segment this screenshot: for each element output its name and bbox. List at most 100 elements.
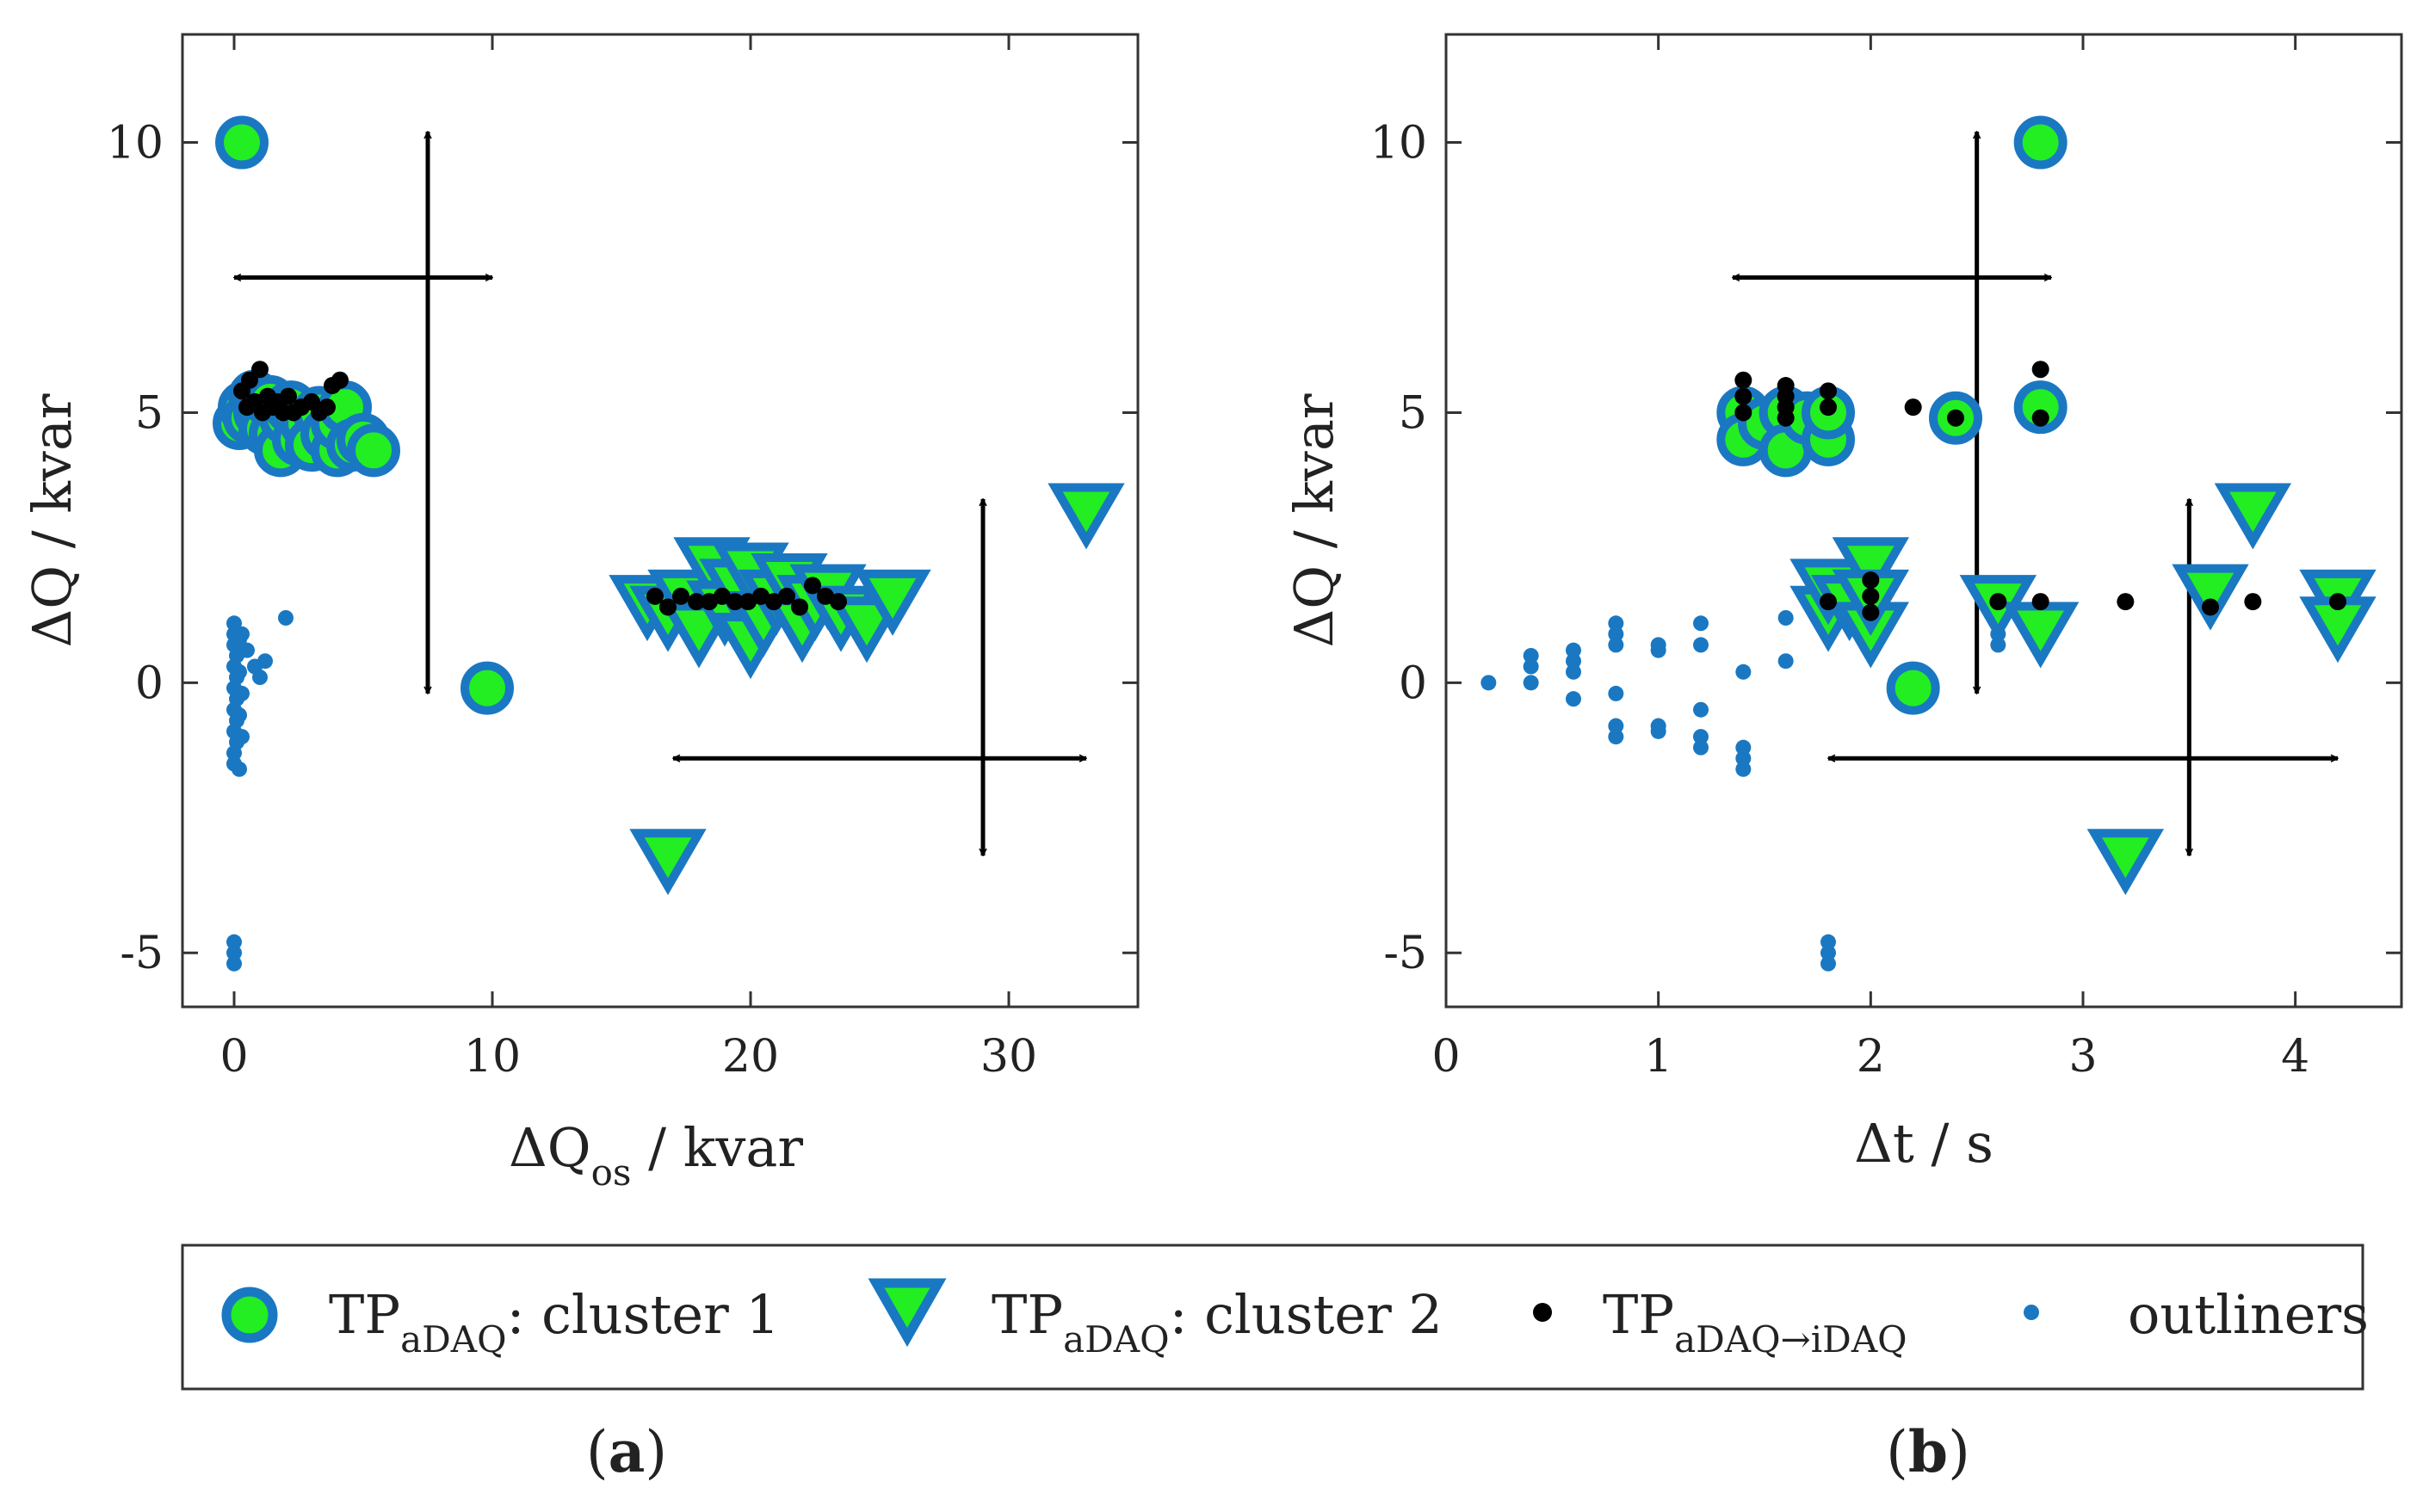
outliner-point bbox=[232, 761, 247, 777]
legend-transition-label: TPaDAQ→iDAQ bbox=[1603, 1283, 1907, 1361]
panel-a-arrows bbox=[234, 132, 1086, 855]
outliner-point bbox=[1693, 615, 1709, 632]
outliner-point bbox=[239, 642, 255, 658]
legend-cluster2-label: TPaDAQ: cluster 2 bbox=[992, 1283, 1443, 1361]
transition-point bbox=[817, 587, 834, 605]
transition-point bbox=[765, 593, 782, 611]
panel-a-xlabel-sub: os bbox=[591, 1151, 632, 1194]
panel-a: 0 10 20 30 -5 0 5 10 ΔQ / kvar ΔQos / kvar bbox=[21, 33, 1140, 1194]
outliner-point bbox=[1566, 642, 1581, 658]
outliner-point bbox=[232, 663, 247, 680]
cluster1-point bbox=[2013, 380, 2068, 435]
outliner-point bbox=[1777, 610, 1794, 626]
transition-point bbox=[1904, 398, 1922, 417]
outliner-point bbox=[1608, 615, 1624, 632]
panel-b-ylabel: ΔQ / kvar bbox=[1283, 393, 1345, 647]
panel-a-caption: (a) bbox=[586, 1418, 667, 1485]
panel-a-marks bbox=[213, 115, 1125, 972]
transition-point bbox=[251, 361, 269, 379]
transition-point bbox=[701, 593, 718, 611]
transition-point bbox=[1947, 409, 1964, 427]
transition-point bbox=[672, 587, 689, 605]
transition-point bbox=[2244, 593, 2262, 611]
outliner-point bbox=[226, 744, 242, 761]
outliner-point bbox=[1820, 945, 1836, 961]
cluster2-point bbox=[2086, 829, 2165, 896]
outliner-point bbox=[226, 955, 242, 972]
panel-a-xlabel-main: ΔQ bbox=[509, 1116, 591, 1179]
outliner-point bbox=[1566, 653, 1581, 670]
outliner-point bbox=[226, 615, 242, 632]
outliner-point bbox=[1608, 626, 1624, 642]
panel-a-ticks: 0 10 20 30 -5 0 5 10 bbox=[107, 34, 1138, 1083]
transition-point bbox=[830, 593, 847, 611]
outliner-point bbox=[1480, 675, 1497, 691]
transition-point bbox=[1820, 382, 1837, 400]
cluster2-point bbox=[2172, 564, 2249, 631]
transition-point bbox=[1734, 387, 1752, 405]
transition-point bbox=[1820, 593, 1837, 611]
outliner-point bbox=[1608, 729, 1624, 745]
transition-point bbox=[241, 371, 258, 389]
outliner-point bbox=[1693, 739, 1709, 756]
outliner-point bbox=[1693, 729, 1709, 745]
panel-b-xtick-label: 0 bbox=[1431, 1031, 1460, 1083]
transition-point bbox=[331, 371, 349, 389]
transition-point bbox=[2031, 409, 2049, 427]
cluster2-point bbox=[1832, 537, 1910, 604]
transition-point bbox=[778, 587, 795, 605]
outliner-point bbox=[226, 934, 242, 950]
panel-a-ytick-label: -5 bbox=[120, 928, 164, 979]
transition-point bbox=[318, 398, 336, 417]
panel-a-ytick-label: 10 bbox=[107, 118, 164, 170]
outliner-point bbox=[1735, 739, 1752, 756]
panel-a-frame bbox=[181, 33, 1140, 1009]
outliner-point bbox=[1566, 663, 1581, 680]
cluster1-point bbox=[460, 661, 514, 715]
outliner-point bbox=[1693, 637, 1709, 653]
legend-cluster1-marker bbox=[221, 1287, 278, 1343]
legend-box bbox=[181, 1244, 2364, 1391]
transition-point bbox=[280, 387, 297, 405]
transition-point bbox=[1734, 404, 1752, 422]
cluster1-point bbox=[347, 423, 400, 478]
outliner-point bbox=[226, 945, 242, 961]
panel-b-xtick-label: 2 bbox=[1857, 1031, 1885, 1083]
cluster1-point bbox=[1886, 661, 1940, 715]
panel-a-ytick-label: 5 bbox=[135, 387, 164, 439]
panel-b-xtick-label: 3 bbox=[2068, 1031, 2097, 1083]
transition-point bbox=[752, 587, 770, 605]
legend: TPaDAQ: cluster 1 TPaDAQ: cluster 2 TPaD… bbox=[181, 1244, 2369, 1391]
outliner-point bbox=[1693, 701, 1709, 718]
transition-point bbox=[2329, 593, 2346, 611]
outliner-point bbox=[234, 685, 250, 701]
outliner-point bbox=[1735, 750, 1752, 767]
panel-a-xlabel-rest: / kvar bbox=[631, 1116, 803, 1179]
transition-point bbox=[1862, 603, 1880, 621]
outliner-point bbox=[1523, 658, 1539, 675]
panel-b-ytick-label: -5 bbox=[1383, 928, 1427, 979]
outliner-point bbox=[1735, 663, 1752, 680]
transition-point bbox=[646, 587, 664, 605]
outliner-point bbox=[257, 653, 273, 670]
panel-a-xlabel: ΔQos / kvar bbox=[509, 1116, 803, 1194]
transition-point bbox=[659, 598, 677, 616]
cluster2-point bbox=[629, 829, 707, 896]
cluster2-point bbox=[2214, 483, 2292, 550]
outliner-point bbox=[1523, 647, 1539, 663]
outliner-point bbox=[1608, 637, 1624, 653]
panel-b-ytick-label: 10 bbox=[1370, 118, 1427, 170]
transition-point bbox=[1862, 571, 1880, 589]
panel-b-ytick-label: 0 bbox=[1399, 657, 1427, 709]
panel-a-ylabel: ΔQ / kvar bbox=[21, 393, 83, 647]
transition-point bbox=[804, 577, 821, 595]
transition-point bbox=[2031, 361, 2049, 379]
panel-b-xtick-label: 1 bbox=[1644, 1031, 1672, 1083]
outliner-point bbox=[1650, 642, 1666, 658]
outliner-point bbox=[1566, 691, 1581, 707]
transition-point bbox=[1734, 371, 1752, 389]
legend-transition-marker bbox=[1533, 1303, 1552, 1322]
transition-point bbox=[2031, 593, 2049, 611]
panel-a-ytick-label: 0 bbox=[135, 657, 164, 709]
